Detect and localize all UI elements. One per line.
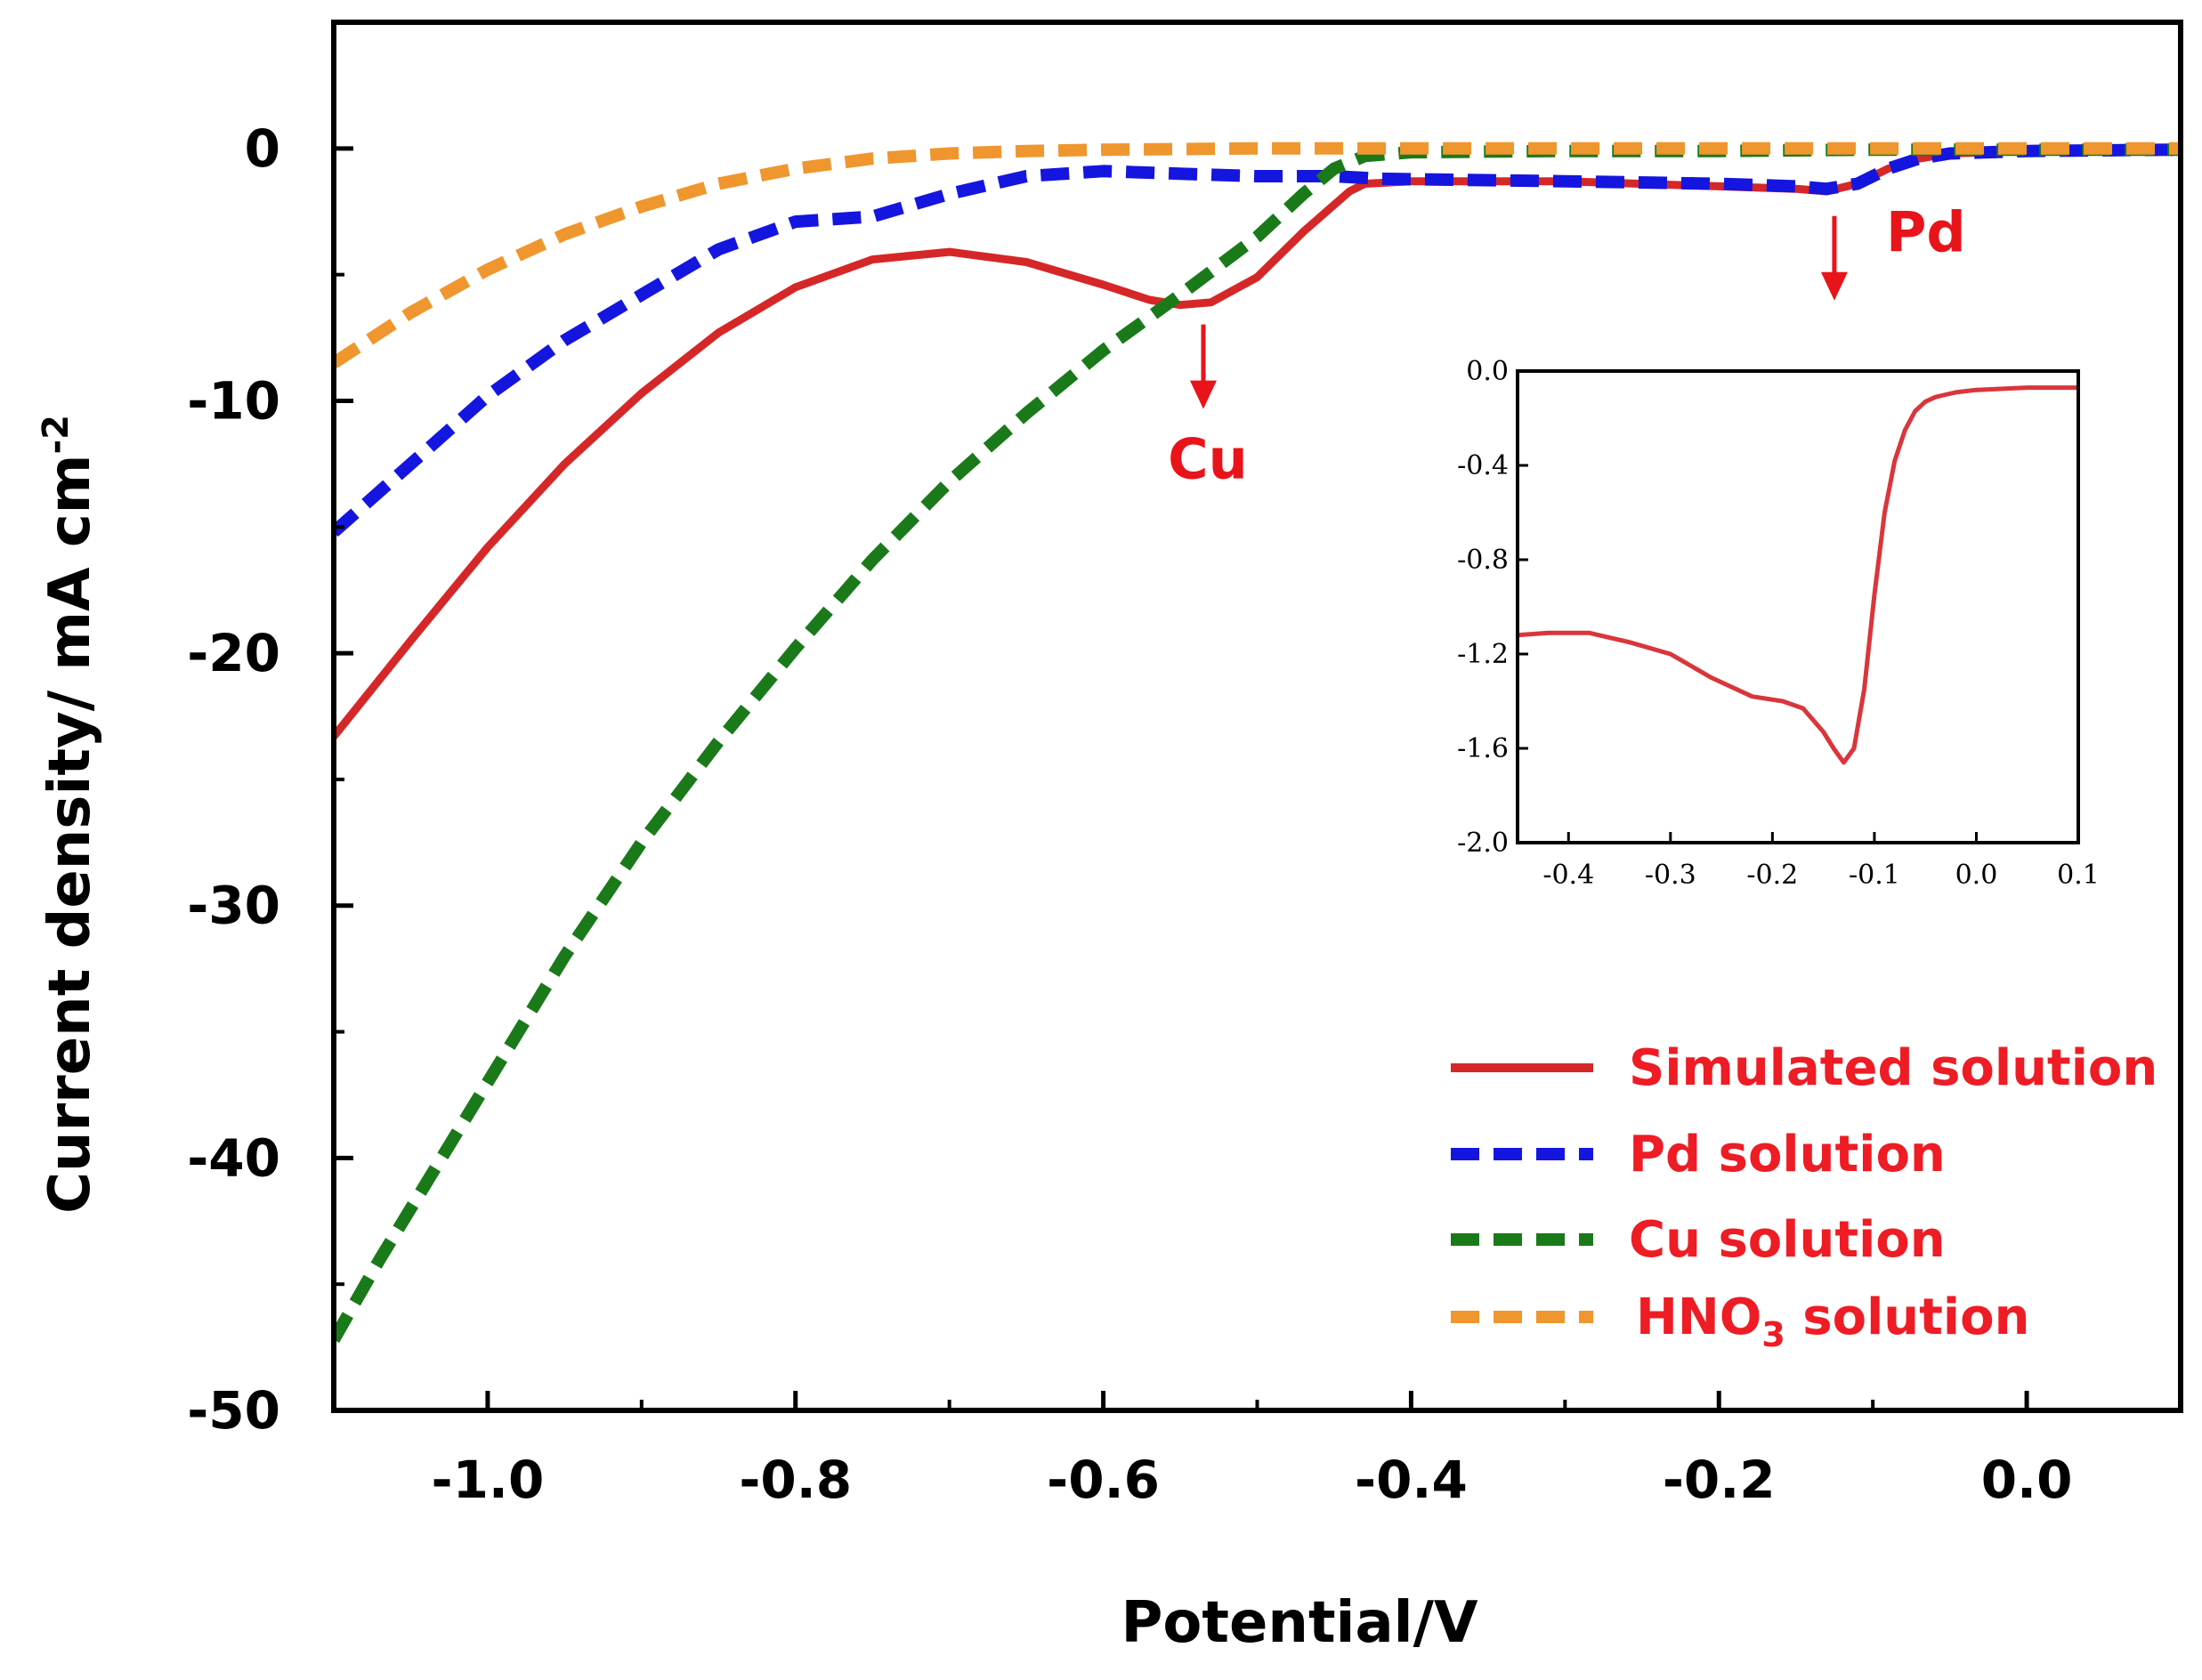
- inset-x-tick-label-5: 0.1: [2057, 860, 2100, 891]
- annotations: Cu Pd: [1168, 200, 1966, 492]
- inset-x-tick-label-1: -0.3: [1645, 860, 1696, 891]
- inset-x-tick-label-3: -0.1: [1849, 860, 1900, 891]
- legend-label-hno3: HNO3 solution: [1636, 1288, 2029, 1354]
- y-tick-label-5: -50: [187, 1380, 280, 1441]
- series-line-3: [334, 141, 2181, 368]
- legend-label-hno3-main: HNO: [1636, 1288, 1761, 1346]
- inset-y-tick-label-0: 0.0: [1466, 356, 1509, 387]
- legend-label-hno3-tail: solution: [1785, 1288, 2030, 1346]
- inset-x-tick-label-4: 0.0: [1955, 860, 1998, 891]
- y-tick-label-1: -10: [187, 370, 280, 431]
- series-line-1: [334, 143, 2181, 537]
- inset-y-tick-label-1: -0.4: [1457, 450, 1509, 481]
- annotation-arrow-head-1: [1820, 271, 1848, 301]
- y-tick-label-3: -30: [187, 876, 280, 936]
- annotation-arrow-head-0: [1189, 380, 1217, 409]
- annotation-label-1: Pd: [1886, 200, 1966, 265]
- legend-label-pd: Pd solution: [1629, 1126, 1946, 1183]
- inset-y-tick-label-3: -1.2: [1457, 639, 1509, 670]
- inset-series: [1518, 385, 2078, 765]
- inset-series-line-0: [1518, 385, 2078, 765]
- inset-x-tick-label-0: -0.4: [1542, 860, 1594, 891]
- main-series: [334, 141, 2181, 1344]
- x-tick-label-0: -1.0: [432, 1450, 545, 1510]
- legend-label-hno3-sub: 3: [1761, 1315, 1785, 1354]
- legend: Simulated solution Pd solution Cu soluti…: [1451, 1039, 2157, 1354]
- legend-label-cu: Cu solution: [1629, 1211, 1946, 1269]
- x-tick-label-5: 0.0: [1981, 1450, 2073, 1510]
- inset-x-tick-label-2: -0.2: [1746, 860, 1798, 891]
- main-ticks: -1.0 -0.8 -0.6 -0.4 -0.2 0.0 0 -10 -20 -30 -40 -50: [187, 118, 2072, 1510]
- x-tick-label-4: -0.2: [1663, 1450, 1776, 1510]
- y-tick-label-0: 0: [245, 118, 280, 179]
- inset-ticks: -0.4 -0.3 -0.2 -0.1 0.0 0.1 0.0 -0.4 -0.8 -1.2 -1.…: [1457, 356, 2100, 891]
- inset-y-tick-label-2: -0.8: [1457, 545, 1509, 576]
- x-tick-label-2: -0.6: [1047, 1450, 1160, 1510]
- x-axis-title: Potential/V: [1121, 1590, 1478, 1656]
- y-axis-title-main: Current density/ mA cm: [37, 455, 103, 1214]
- x-tick-label-3: -0.4: [1355, 1450, 1468, 1510]
- inset-y-tick-label-5: -2.0: [1457, 828, 1509, 859]
- y-axis-title: Current density/ mA cm-2: [36, 415, 103, 1214]
- legend-label-simulated: Simulated solution: [1629, 1039, 2157, 1097]
- y-tick-label-2: -20: [187, 623, 280, 683]
- y-axis-title-superscript: -2: [36, 415, 77, 454]
- annotation-label-0: Cu: [1168, 427, 1248, 492]
- inset-background: [1518, 371, 2078, 843]
- x-tick-label-1: -0.8: [739, 1450, 852, 1510]
- y-tick-label-4: -40: [187, 1127, 280, 1188]
- inset-y-tick-label-4: -1.6: [1457, 733, 1509, 764]
- inset-frame: [1516, 369, 2080, 844]
